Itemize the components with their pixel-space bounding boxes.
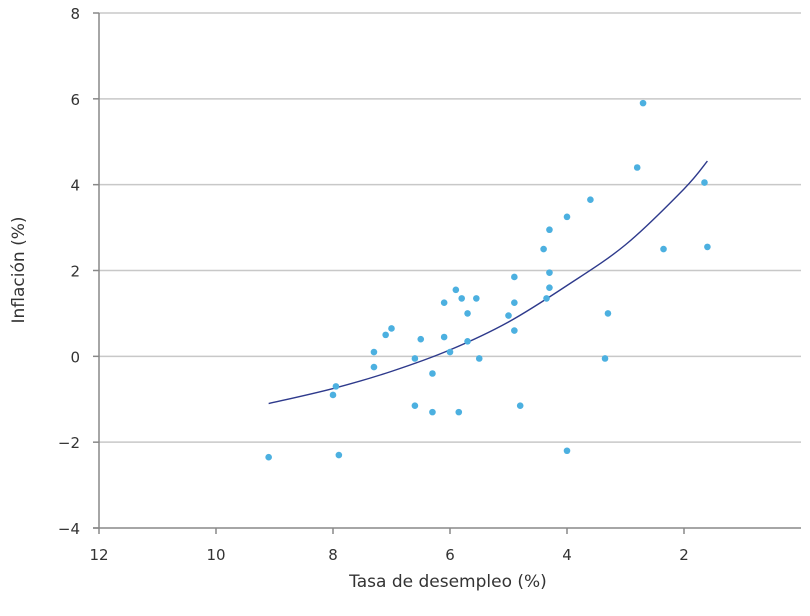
data-point	[455, 408, 463, 416]
data-point	[563, 213, 571, 221]
data-point	[540, 245, 547, 253]
trend-line	[268, 160, 708, 405]
gridlines	[99, 12, 801, 443]
data-point	[458, 295, 466, 302]
x-tick-label: 6	[445, 546, 455, 564]
data-point	[440, 299, 448, 306]
data-point	[464, 310, 471, 317]
data-point	[601, 355, 609, 362]
axes	[93, 12, 801, 534]
data-point	[516, 402, 524, 409]
y-tick-label: 4	[70, 177, 80, 195]
data-point	[335, 451, 343, 459]
y-tick-label: 8	[70, 5, 80, 23]
data-point	[587, 196, 594, 203]
data-point	[332, 383, 340, 390]
data-point	[701, 179, 708, 186]
data-point	[704, 243, 711, 251]
x-tick-label: 2	[679, 546, 689, 564]
data-point	[265, 453, 272, 461]
y-tick-label: 0	[70, 348, 80, 366]
data-point	[411, 402, 419, 409]
x-tick-label: 8	[328, 546, 338, 564]
y-tick-label: 2	[70, 263, 80, 281]
data-point	[329, 391, 337, 399]
y-tick-label: −4	[58, 520, 80, 538]
data-point	[543, 295, 550, 302]
data-point	[604, 310, 612, 317]
data-point	[546, 226, 553, 234]
data-point	[475, 355, 483, 362]
x-tick-label: 10	[206, 546, 225, 564]
data-point	[452, 286, 460, 294]
data-point	[417, 335, 425, 343]
data-point	[388, 325, 395, 332]
y-tick-label: 6	[70, 91, 80, 109]
tick-labels: 8 6 4 2 0 −2 −4 12 10 8 6 4 2	[58, 5, 689, 564]
data-points	[265, 99, 711, 461]
data-point	[563, 447, 571, 455]
x-tick-label: 12	[89, 546, 108, 564]
data-point	[464, 338, 471, 345]
data-point	[370, 348, 378, 356]
trend-line-group	[268, 160, 708, 405]
data-point	[633, 164, 641, 171]
x-tick-label: 4	[562, 546, 572, 564]
data-point	[511, 299, 518, 306]
data-point	[370, 363, 378, 371]
data-point	[446, 348, 454, 356]
y-axis-title: Inflación (%)	[9, 217, 29, 324]
data-point	[511, 327, 518, 334]
data-point	[473, 295, 480, 302]
y-tick-label: −2	[58, 434, 80, 452]
data-point	[639, 99, 647, 107]
data-point	[511, 273, 518, 281]
data-point	[382, 331, 389, 339]
data-point	[546, 269, 553, 276]
data-point	[546, 284, 553, 291]
data-point	[411, 355, 419, 362]
data-point	[660, 245, 667, 253]
data-point	[505, 312, 512, 319]
data-point	[440, 333, 448, 341]
x-axis-title: Tasa de desempleo (%)	[348, 572, 547, 592]
data-point	[429, 408, 436, 416]
data-point	[429, 370, 436, 377]
